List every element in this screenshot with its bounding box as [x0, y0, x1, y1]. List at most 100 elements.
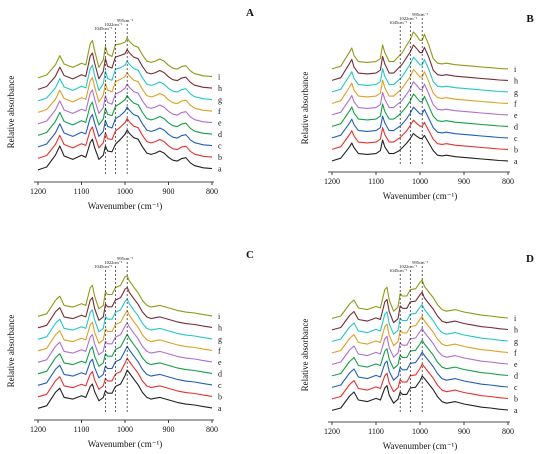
marker-label: 995cm⁻¹	[412, 12, 429, 17]
panel-c: 1200 1100 1000 900 800 Wavenumber (cm⁻¹) Relat…	[6, 249, 254, 449]
series-label-f: f	[218, 107, 221, 116]
series-label-e: e	[514, 111, 518, 120]
series-label-h: h	[514, 76, 518, 85]
spectrum-c	[331, 106, 509, 139]
x-tick-label: 1000	[412, 177, 428, 186]
y-axis-label: Relative absorbance	[300, 72, 310, 145]
spectrum-b	[331, 119, 509, 150]
x-tick-label: 800	[502, 177, 514, 186]
series-label-h: h	[218, 84, 222, 93]
series-label-d: d	[514, 122, 518, 131]
marker-label: 995cm⁻¹	[117, 256, 134, 261]
x-tick-label: 800	[206, 425, 218, 434]
spectrum-e	[331, 327, 509, 365]
y-axis-label: Relative absorbance	[300, 319, 310, 392]
marker-label: 1045cm⁻¹	[94, 264, 113, 269]
spectrum-a	[37, 369, 213, 409]
x-tick-label: 900	[163, 425, 175, 434]
series-label-d: d	[218, 369, 222, 378]
panel-letter: D	[526, 253, 534, 265]
series-label-b: b	[218, 153, 222, 162]
series-label-a: a	[514, 406, 518, 415]
series-label-b: b	[514, 145, 518, 154]
marker-label: 995cm⁻¹	[117, 18, 134, 23]
x-tick-label: 1000	[412, 427, 428, 436]
spectrum-e	[37, 83, 213, 125]
series-label-i: i	[514, 314, 517, 323]
x-tick-label: 900	[458, 427, 470, 436]
spectrum-b	[37, 357, 213, 398]
spectrum-h	[331, 44, 509, 81]
series-label-e: e	[218, 358, 222, 367]
series-label-g: g	[514, 88, 518, 97]
series-label-i: i	[218, 312, 221, 321]
spectrum-d	[37, 333, 213, 375]
marker-label: 1022cm⁻¹	[399, 264, 418, 269]
spectrum-f	[331, 68, 509, 104]
spectrum-i	[37, 37, 213, 79]
x-tick-label: 800	[502, 427, 514, 436]
x-tick-label: 1200	[30, 187, 46, 196]
spectrum-g	[37, 60, 213, 102]
series-label-h: h	[218, 323, 222, 332]
marker-label: 1045cm⁻¹	[389, 20, 408, 25]
marker-label: 995cm⁻¹	[412, 260, 429, 265]
spectrum-e	[37, 322, 213, 363]
spectrum-d	[331, 93, 509, 127]
spectrum-f	[37, 310, 213, 352]
panel-a: 1200 1100 1000 900 800 Wavenumber (cm⁻¹) Relat…	[6, 7, 254, 211]
x-axis-label: Wavenumber (cm⁻¹)	[88, 439, 162, 449]
spectrum-g	[37, 298, 213, 340]
x-tick-label: 1100	[368, 177, 384, 186]
x-tick-label: 1100	[74, 187, 90, 196]
series-label-d: d	[218, 130, 222, 139]
series-label-c: c	[218, 142, 222, 151]
series-label-b: b	[514, 395, 518, 404]
series-label-a: a	[218, 404, 222, 413]
series-label-i: i	[514, 65, 517, 74]
x-tick-label: 900	[163, 187, 175, 196]
spectrum-a	[37, 129, 213, 171]
x-axis-label: Wavenumber (cm⁻¹)	[383, 441, 457, 451]
spectrum-c	[37, 345, 213, 386]
series-label-g: g	[218, 96, 222, 105]
y-axis-label: Relative absorbance	[6, 76, 16, 149]
x-tick-label: 1200	[324, 177, 340, 186]
spectrum-f	[37, 71, 213, 113]
spectrum-h	[37, 286, 213, 329]
spectrum-i	[331, 31, 509, 70]
spectrum-i	[331, 279, 509, 319]
series-label-f: f	[514, 99, 517, 108]
spectrum-b	[37, 117, 213, 159]
x-axis-label: Wavenumber (cm⁻¹)	[88, 201, 162, 211]
x-tick-label: 1000	[117, 425, 133, 434]
series-label-c: c	[218, 381, 222, 390]
marker-label: 1045cm⁻¹	[389, 268, 408, 273]
series-label-g: g	[218, 335, 222, 344]
spectrum-d	[331, 339, 509, 377]
series-label-i: i	[218, 73, 221, 82]
spectrum-f	[331, 315, 509, 354]
spectrum-d	[37, 94, 213, 136]
marker-label: 1045cm⁻¹	[94, 26, 113, 31]
marker-label: 1022cm⁻¹	[104, 260, 123, 265]
spectrum-a	[331, 375, 509, 411]
spectrum-b	[331, 363, 509, 400]
series-label-d: d	[514, 372, 518, 381]
x-tick-label: 1100	[368, 427, 384, 436]
marker-label: 1022cm⁻¹	[104, 22, 123, 27]
marker-label: 1022cm⁻¹	[399, 16, 418, 21]
spectrum-h	[331, 291, 509, 331]
x-tick-label: 900	[458, 177, 470, 186]
panel-d: 1200 1100 1000 900 800 Wavenumber (cm⁻¹) Relat…	[300, 253, 534, 451]
series-label-h: h	[514, 326, 518, 335]
spectrum-h	[37, 48, 213, 90]
panel-b: 1200 1100 1000 900 800 Wavenumber (cm⁻¹) Relat…	[300, 12, 534, 201]
series-label-e: e	[514, 360, 518, 369]
series-label-c: c	[514, 383, 518, 392]
spectrum-e	[331, 81, 509, 116]
y-axis-label: Relative absorbance	[6, 315, 16, 388]
series-label-a: a	[514, 157, 518, 166]
series-label-a: a	[218, 165, 222, 174]
